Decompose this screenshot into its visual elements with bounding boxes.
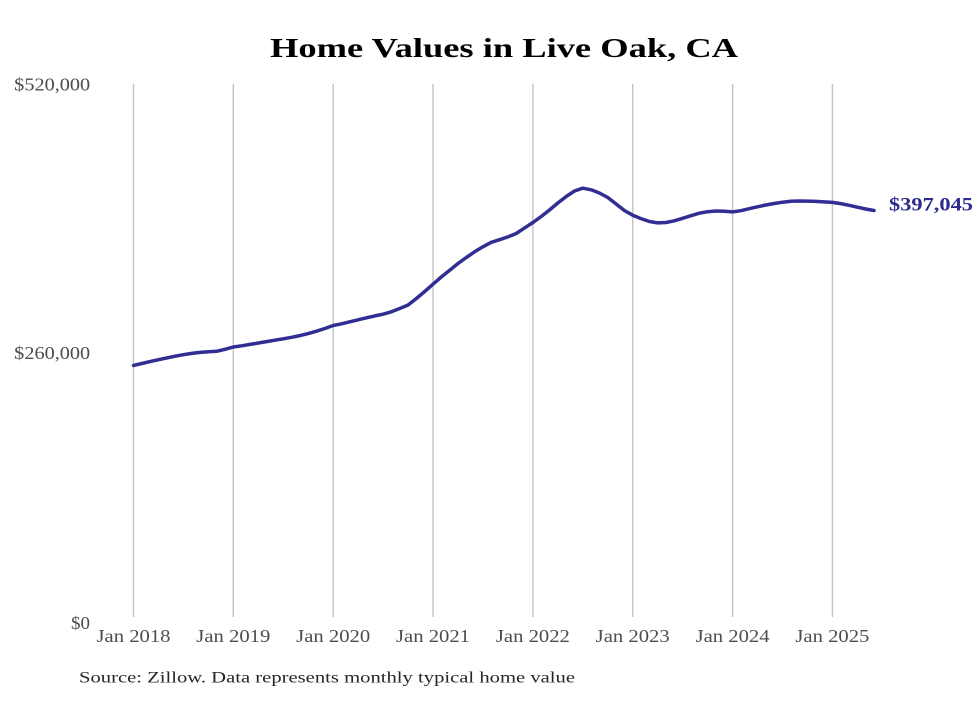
svg-text:Jan 2025: Jan 2025: [795, 626, 869, 646]
svg-text:Jan 2024: Jan 2024: [696, 626, 770, 646]
svg-text:$520,000: $520,000: [14, 75, 90, 95]
svg-text:Jan 2023: Jan 2023: [596, 626, 670, 646]
svg-text:$260,000: $260,000: [14, 343, 90, 363]
svg-text:Jan 2018: Jan 2018: [97, 626, 171, 646]
svg-text:Jan 2020: Jan 2020: [296, 626, 370, 646]
svg-text:$397,045: $397,045: [889, 194, 973, 215]
svg-text:Jan 2019: Jan 2019: [196, 626, 270, 646]
svg-text:Jan 2021: Jan 2021: [396, 626, 470, 646]
svg-text:Jan 2022: Jan 2022: [496, 626, 570, 646]
svg-text:Home Values in Live Oak, CA: Home Values in Live Oak, CA: [270, 32, 738, 63]
svg-text:$0: $0: [71, 613, 90, 633]
svg-text:Source: Zillow. Data represent: Source: Zillow. Data represents monthly …: [79, 670, 575, 687]
